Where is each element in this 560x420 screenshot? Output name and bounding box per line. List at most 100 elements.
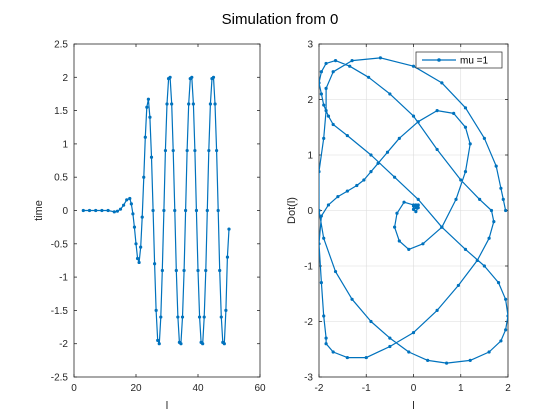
data-point bbox=[348, 64, 352, 68]
y-tick-label: 0 bbox=[307, 206, 313, 217]
data-point bbox=[402, 200, 406, 204]
data-point bbox=[468, 358, 472, 362]
data-point bbox=[151, 208, 155, 213]
data-point bbox=[125, 198, 129, 202]
data-point bbox=[475, 258, 479, 263]
data-point bbox=[194, 208, 199, 213]
data-point bbox=[213, 102, 217, 106]
data-point bbox=[350, 297, 354, 301]
x-axis-label: l bbox=[412, 400, 414, 412]
data-point bbox=[135, 256, 140, 261]
data-point bbox=[146, 97, 150, 101]
data-point bbox=[326, 203, 331, 207]
y-tick-label: 0.5 bbox=[54, 173, 68, 184]
data-point bbox=[463, 106, 468, 110]
data-point bbox=[219, 315, 223, 319]
data-point bbox=[81, 208, 85, 213]
x-tick-label: 60 bbox=[254, 383, 266, 394]
y-tick-label: 2 bbox=[62, 73, 68, 84]
x-tick-label: 2 bbox=[505, 383, 511, 394]
data-point bbox=[499, 339, 503, 343]
data-point bbox=[163, 148, 168, 153]
data-point bbox=[224, 308, 228, 312]
data-point bbox=[139, 245, 143, 249]
y-tick-label: 1.5 bbox=[54, 106, 68, 117]
data-point bbox=[459, 178, 463, 182]
data-point bbox=[345, 189, 349, 193]
data-point bbox=[159, 315, 163, 319]
data-point bbox=[154, 308, 158, 312]
data-point bbox=[324, 61, 328, 66]
data-point bbox=[355, 183, 359, 188]
data-point bbox=[171, 148, 175, 153]
data-point bbox=[184, 208, 188, 213]
series-0 bbox=[81, 75, 231, 346]
data-point bbox=[187, 102, 191, 106]
data-point bbox=[435, 109, 439, 113]
x-tick-label: 0 bbox=[71, 383, 77, 394]
data-point bbox=[132, 225, 137, 229]
data-point bbox=[324, 342, 328, 346]
data-point bbox=[385, 150, 390, 154]
x-tick-label: -2 bbox=[315, 383, 324, 394]
data-point bbox=[468, 142, 472, 146]
data-point bbox=[482, 264, 486, 268]
x-tick-label: -1 bbox=[362, 383, 371, 394]
data-point bbox=[501, 197, 505, 201]
data-point bbox=[489, 208, 494, 213]
data-point bbox=[414, 203, 418, 207]
data-point bbox=[487, 350, 491, 354]
data-point bbox=[416, 206, 420, 210]
data-point bbox=[397, 239, 401, 243]
data-point bbox=[478, 197, 482, 201]
data-point bbox=[435, 147, 439, 152]
data-point bbox=[156, 338, 160, 342]
data-point bbox=[388, 344, 392, 349]
data-point bbox=[326, 114, 331, 118]
data-point bbox=[211, 75, 216, 79]
data-point bbox=[411, 64, 416, 68]
data-point bbox=[185, 148, 189, 153]
data-point bbox=[202, 315, 206, 319]
data-point bbox=[208, 102, 212, 106]
x-axis-label: l bbox=[166, 400, 168, 412]
data-point bbox=[369, 170, 373, 174]
data-point bbox=[174, 268, 178, 273]
left-subplot: 0 20 40 60 -2.5 -2 -1.5 -1 -0.5 0 0.5 1 1.5 2 2.5 l time bbox=[33, 40, 266, 413]
y-axis-label: time bbox=[33, 200, 45, 221]
data-point bbox=[319, 214, 323, 218]
data-point bbox=[196, 268, 200, 273]
data-point bbox=[216, 208, 220, 213]
data-point bbox=[376, 161, 380, 165]
data-point bbox=[416, 197, 420, 201]
data-point bbox=[492, 220, 496, 224]
data-point bbox=[173, 208, 177, 213]
data-point bbox=[197, 315, 202, 319]
data-point bbox=[193, 148, 197, 153]
data-point bbox=[319, 92, 323, 96]
data-point bbox=[319, 242, 321, 246]
x-tick-label: 20 bbox=[130, 383, 142, 394]
data-point bbox=[204, 268, 208, 273]
y-tick-label: 2.5 bbox=[54, 40, 68, 51]
legend-label: mu =1 bbox=[460, 56, 489, 67]
y-tick-label: 1 bbox=[62, 139, 68, 150]
data-point bbox=[180, 315, 185, 319]
data-point bbox=[463, 247, 468, 251]
x-tick-label: 0 bbox=[411, 383, 417, 394]
data-point bbox=[106, 208, 110, 213]
y-tick-label: -2 bbox=[304, 317, 313, 328]
data-point bbox=[407, 350, 411, 354]
data-point bbox=[336, 195, 340, 199]
data-point bbox=[324, 109, 328, 113]
data-point bbox=[322, 236, 326, 240]
data-point bbox=[322, 136, 326, 140]
data-point bbox=[122, 203, 126, 207]
data-point bbox=[319, 208, 321, 213]
y-tick-label: 1 bbox=[307, 151, 313, 162]
data-point bbox=[176, 315, 180, 319]
data-point bbox=[218, 268, 222, 273]
data-point bbox=[416, 203, 420, 207]
